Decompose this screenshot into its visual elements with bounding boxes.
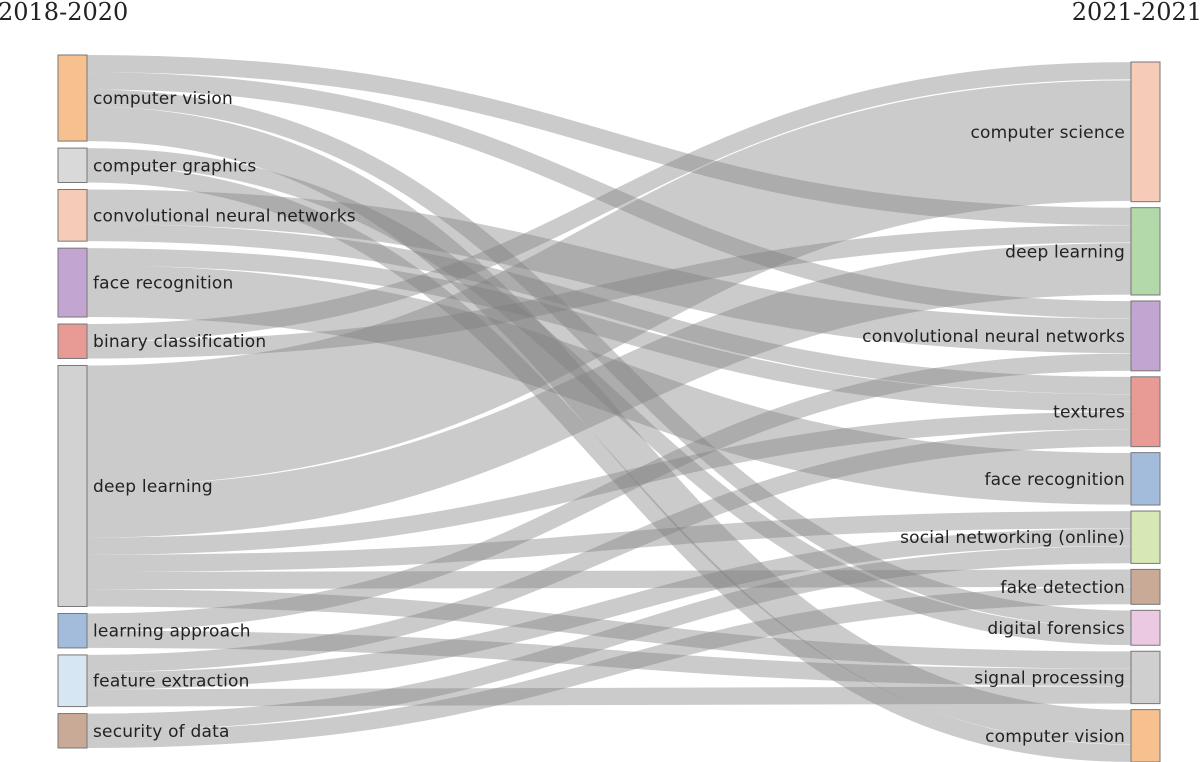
right-node-label: social networking (online) xyxy=(900,528,1125,548)
right-node-label: convolutional neural networks xyxy=(862,327,1125,347)
flow-L5-to-R5 xyxy=(86,511,1132,573)
right-node-R2: convolutional neural networks xyxy=(862,300,1161,372)
left-node-bar xyxy=(57,147,88,184)
right-node-R7: digital forensics xyxy=(987,609,1161,646)
left-node-bar xyxy=(57,713,88,749)
right-node-bar xyxy=(1130,650,1161,705)
left-node-label: convolutional neural networks xyxy=(93,206,356,226)
flow-L0-to-R7 xyxy=(86,89,1132,628)
right-node-label: computer vision xyxy=(985,727,1125,747)
left-node-label: security of data xyxy=(93,722,230,742)
left-node-L2: convolutional neural networks xyxy=(57,189,356,242)
flow-L7-to-R5 xyxy=(86,528,1132,690)
right-node-R1: deep learning xyxy=(1005,207,1161,296)
right-node-R8: signal processing xyxy=(974,650,1161,705)
flow-L4-to-R1 xyxy=(86,225,1132,359)
left-node-label: computer graphics xyxy=(93,156,256,176)
flow-L2-to-R2 xyxy=(86,189,1132,354)
right-node-R4: face recognition xyxy=(985,452,1161,506)
flow-L5-to-R0 xyxy=(86,80,1132,486)
right-node-R6: fake detection xyxy=(1000,568,1161,605)
left-column-title: 2018-2020 xyxy=(0,0,128,26)
right-node-bar xyxy=(1130,452,1161,506)
left-node-label: feature extraction xyxy=(93,672,250,692)
flow-L5-to-R8 xyxy=(86,589,1132,669)
flow-L4-to-R0 xyxy=(86,62,1132,342)
left-node-L6: learning approach xyxy=(57,612,251,649)
flow-L7-to-R3 xyxy=(86,429,1132,673)
left-node-label: binary classification xyxy=(93,332,266,352)
left-node-L3: face recognition xyxy=(57,247,234,318)
right-node-bar xyxy=(1130,609,1161,646)
right-node-label: signal processing xyxy=(974,668,1125,688)
flow-L5-to-R6 xyxy=(86,569,1132,590)
left-node-label: computer vision xyxy=(93,89,233,109)
right-node-R9: computer vision xyxy=(985,709,1161,762)
right-node-bar xyxy=(1130,709,1161,762)
left-node-L7: feature extraction xyxy=(57,654,250,708)
flow-L3-to-R4 xyxy=(86,265,1132,505)
flow-L7-to-R8 xyxy=(86,686,1132,707)
left-node-label: face recognition xyxy=(93,274,234,294)
right-node-label: digital forensics xyxy=(987,619,1125,639)
right-node-bar xyxy=(1130,568,1161,605)
left-node-L4: binary classification xyxy=(57,323,266,359)
left-node-bar xyxy=(57,54,88,142)
right-column-title: 2021-2021 xyxy=(1072,0,1200,26)
left-node-L5: deep learning xyxy=(57,364,213,607)
right-node-bar xyxy=(1130,61,1161,203)
flows-layer xyxy=(86,54,1132,762)
flow-L6-to-R8 xyxy=(86,630,1132,687)
flow-L1-to-R9 xyxy=(86,165,1132,762)
flow-L5-to-R1 xyxy=(86,242,1132,538)
right-node-label: fake detection xyxy=(1000,578,1125,598)
flow-L8-to-R5 xyxy=(86,546,1132,731)
right-node-R5: social networking (online) xyxy=(900,510,1161,564)
left-node-bar xyxy=(57,364,88,607)
right-node-label: textures xyxy=(1053,403,1125,423)
flow-L3-to-R3 xyxy=(86,248,1132,412)
left-node-bar xyxy=(57,654,88,708)
flow-L0-to-R1 xyxy=(86,54,1132,226)
left-node-label: deep learning xyxy=(93,477,213,497)
right-node-R0: computer science xyxy=(970,61,1161,203)
left-node-bar xyxy=(57,612,88,649)
flow-L6-to-R2 xyxy=(86,353,1132,631)
right-node-label: computer science xyxy=(970,123,1125,143)
left-node-L8: security of data xyxy=(57,713,230,749)
flow-L8-to-R6 xyxy=(86,586,1132,749)
flow-L5-to-R3 xyxy=(86,411,1132,555)
flow-L2-to-R3 xyxy=(86,223,1132,395)
flow-L0-to-R9 xyxy=(86,106,1132,745)
right-node-label: deep learning xyxy=(1005,242,1125,262)
flow-L0-to-R2 xyxy=(86,72,1132,319)
right-node-bar xyxy=(1130,300,1161,372)
right-node-R3: textures xyxy=(1053,376,1161,448)
left-node-L0: computer vision xyxy=(57,54,233,142)
right-node-label: face recognition xyxy=(985,470,1126,490)
left-node-label: learning approach xyxy=(93,622,251,642)
left-node-bar xyxy=(57,323,88,359)
left-node-L1: computer graphics xyxy=(57,147,256,184)
right-node-bar xyxy=(1130,510,1161,564)
flow-L1-to-R7 xyxy=(86,148,1132,646)
right-node-bar xyxy=(1130,376,1161,448)
nodes-layer: computer vision computer graphics convolut… xyxy=(57,54,1161,762)
right-node-bar xyxy=(1130,207,1161,296)
left-node-bar xyxy=(57,247,88,318)
left-node-bar xyxy=(57,189,88,242)
